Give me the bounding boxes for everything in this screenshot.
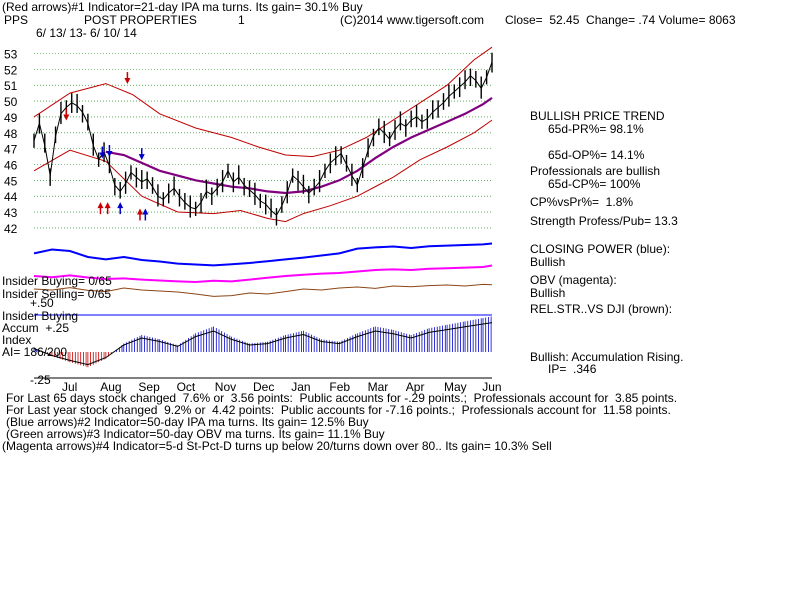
month-label: Jul bbox=[62, 380, 77, 394]
price-tick-label: 48 bbox=[4, 127, 18, 141]
lower-band-line bbox=[33, 119, 493, 223]
price-tick-label: 43 bbox=[4, 206, 18, 220]
cpvspr-value: CP%vsPr%= 1.8% bbox=[530, 195, 634, 209]
professionals-status: Professionals are bullish bbox=[530, 164, 661, 178]
month-label: Apr bbox=[406, 380, 425, 394]
month-label: Nov bbox=[215, 380, 236, 394]
signal-arrow-head bbox=[97, 202, 104, 209]
accum-smooth-line bbox=[33, 322, 493, 366]
trend-title: BULLISH PRICE TREND bbox=[530, 109, 665, 123]
accum-tick-minus25: -.25 bbox=[30, 373, 51, 387]
chart-number: 1 bbox=[238, 13, 245, 27]
date-range: 6/ 13/ 13- 6/ 10/ 14 bbox=[36, 26, 137, 40]
accum-status: Bullish: Accumulation Rising. bbox=[530, 350, 684, 364]
op-value: 65d-OP%= 14.1% bbox=[548, 148, 645, 162]
closing-power-status: Bullish bbox=[530, 255, 566, 269]
price-tick-label: 42 bbox=[4, 222, 18, 236]
month-label: Aug bbox=[100, 380, 121, 394]
ai-value: AI= 186/200 bbox=[2, 345, 68, 359]
accum-tick-plus50: +.50 bbox=[30, 296, 54, 310]
ticker-symbol: PPS bbox=[4, 13, 29, 27]
price-tick-label: 53 bbox=[4, 48, 18, 62]
price-close-line bbox=[33, 62, 493, 216]
footer-blue-arrows: (Blue arrows)#2 Indicator=50-day IPA ma … bbox=[6, 415, 369, 429]
month-label: Sep bbox=[138, 380, 160, 394]
company-name: POST PROPERTIES bbox=[84, 13, 197, 27]
insider-buying-count: Insider Buying= 0/65 bbox=[2, 274, 112, 288]
pr-value: 65d-PR%= 98.1% bbox=[548, 122, 644, 136]
ip-value: IP= .346 bbox=[548, 362, 597, 376]
moving-average-line bbox=[105, 96, 493, 195]
relstr-line bbox=[33, 283, 493, 297]
signal-arrow-head bbox=[117, 202, 124, 209]
upper-band-line bbox=[33, 46, 493, 158]
signal-arrow-head bbox=[136, 208, 143, 215]
price-tick-label: 44 bbox=[4, 190, 18, 204]
closing-power-label: CLOSING POWER (blue): bbox=[530, 242, 671, 256]
price-tick-label: 50 bbox=[4, 95, 18, 109]
relstr-label: REL.STR..VS DJI (brown): bbox=[530, 302, 673, 316]
cp-value: 65d-CP%= 100% bbox=[548, 177, 641, 191]
month-label: Jun bbox=[482, 380, 501, 394]
price-tick-label: 45 bbox=[4, 174, 18, 188]
obv-status: Bullish bbox=[530, 286, 566, 300]
closing-power-line bbox=[33, 242, 493, 267]
price-tick-label: 47 bbox=[4, 143, 18, 157]
price-tick-label: 51 bbox=[4, 79, 18, 93]
month-label: Oct bbox=[177, 380, 196, 394]
accum-insider-label: Insider Buying bbox=[2, 309, 79, 323]
price-tick-label: 46 bbox=[4, 158, 18, 172]
month-label: Mar bbox=[368, 380, 389, 394]
accum-label: Accum +.25 bbox=[2, 321, 70, 335]
signal-arrow-head bbox=[106, 150, 113, 157]
index-label: Index bbox=[2, 333, 32, 347]
signal-arrow-head bbox=[142, 208, 149, 215]
copyright: (C)2014 www.tigersoft.com bbox=[340, 13, 485, 27]
signal-arrow-head bbox=[104, 202, 111, 209]
quote-summary: Close= 52.45 Change= .74 Volume= 8063 bbox=[505, 13, 736, 27]
obv-line bbox=[33, 264, 493, 284]
month-label: May bbox=[444, 380, 467, 394]
month-label: Feb bbox=[329, 380, 350, 394]
price-tick-label: 49 bbox=[4, 111, 18, 125]
month-label: Jan bbox=[291, 380, 310, 394]
footer-green-arrows: (Green arrows)#3 Indicator=50-day OBV ma… bbox=[6, 427, 385, 441]
indicator-1-title: (Red arrows)#1 Indicator=21-day IPA ma t… bbox=[2, 0, 363, 14]
footer-year: For Last year stock changed 9.2% or 4.42… bbox=[6, 403, 671, 417]
month-label: Dec bbox=[253, 380, 274, 394]
footer-65day: For Last 65 days stock changed 7.6% or 3… bbox=[6, 391, 678, 405]
signal-arrow-head bbox=[124, 78, 131, 85]
strength-value: Strength Profess/Pub= 13.3 bbox=[530, 214, 678, 228]
price-tick-label: 52 bbox=[4, 63, 18, 77]
signal-arrow-head bbox=[138, 154, 145, 161]
signal-arrow-head bbox=[63, 114, 70, 121]
insider-selling-count: Insider Selling= 0/65 bbox=[2, 287, 112, 301]
obv-label: OBV (magenta): bbox=[530, 273, 617, 287]
footer-magenta-arrows: (Magenta arrows)#4 Indicator=5-d St-Pct-… bbox=[2, 439, 552, 453]
signal-arrow-head bbox=[99, 152, 106, 159]
